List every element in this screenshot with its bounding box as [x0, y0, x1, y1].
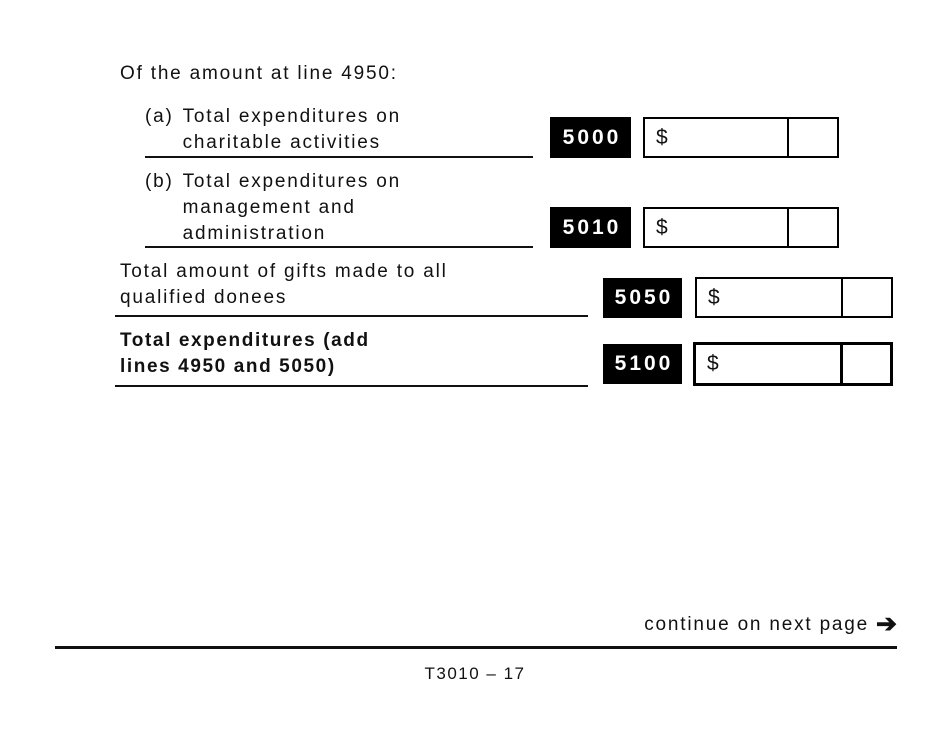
dollar-sign-icon: $ [656, 215, 668, 239]
row-5010-label-lines: Total expenditures on management and adm… [183, 169, 401, 247]
row-5100-label-lines: Total expenditures (add lines 4950 and 5… [120, 328, 370, 380]
dollar-sign-icon: $ [708, 285, 720, 309]
row-5050-label-lines: Total amount of gifts made to all qualif… [120, 259, 448, 311]
row-5010-label-line3: administration [182, 223, 327, 244]
row-5050-dollars-input[interactable] [720, 279, 841, 316]
row-5010-label-line2: management and [182, 197, 356, 218]
form-id-footer: T3010 – 17 [424, 664, 526, 683]
row-5100-rule [115, 385, 588, 387]
row-5050-amount-field[interactable]: $ [695, 277, 893, 318]
row-5000-label-line1: Total expenditures on [182, 106, 402, 127]
page-bottom-rule [55, 646, 897, 649]
row-5050-label: Total amount of gifts made to all qualif… [120, 259, 448, 311]
row-5010-cents-input[interactable] [787, 209, 837, 246]
continue-note: continue on next page ➔ [644, 612, 897, 637]
row-5010-prefix: (b) [145, 171, 174, 192]
row-5010-label: (b) Total expenditures on management and… [145, 169, 401, 247]
row-5100-line-number-badge: 5100 [603, 344, 682, 384]
row-5100-amount-field[interactable]: $ [693, 342, 893, 386]
row-5100-dollars-input[interactable] [719, 345, 840, 383]
dollar-sign-icon: $ [656, 125, 668, 149]
row-5000-label-line2: charitable activities [182, 132, 381, 153]
row-5050-label-line2: qualified donees [120, 287, 288, 308]
row-5050-label-line1: Total amount of gifts made to all [120, 261, 448, 282]
row-5010-dollars-input[interactable] [668, 209, 787, 246]
row-5100-label-line1: Total expenditures (add [120, 330, 370, 351]
row-5050-line-number-badge: 5050 [603, 278, 682, 318]
row-5100-label: Total expenditures (add lines 4950 and 5… [120, 328, 370, 380]
row-5010-line-number-badge: 5010 [550, 207, 631, 248]
row-5000-prefix: (a) [145, 106, 174, 127]
row-5050-cents-input[interactable] [841, 279, 891, 316]
row-5000-label-lines: Total expenditures on charitable activit… [183, 104, 401, 156]
right-arrow-icon: ➔ [876, 610, 897, 638]
row-5000-line-number-badge: 5000 [550, 117, 631, 158]
row-5010-rule [145, 246, 533, 248]
row-5010-label-line1: Total expenditures on [182, 171, 402, 192]
row-5050-rule [115, 315, 588, 317]
dollar-sign-icon: $ [707, 352, 719, 375]
row-5000-amount-field[interactable]: $ [643, 117, 839, 158]
row-5000-label: (a) Total expenditures on charitable act… [145, 104, 401, 156]
row-5000-dollars-input[interactable] [668, 119, 787, 156]
row-5100-label-line2: lines 4950 and 5050) [120, 356, 336, 377]
intro-text: Of the amount at line 4950: [120, 63, 398, 84]
row-5000-rule [145, 156, 533, 158]
row-5010-amount-field[interactable]: $ [643, 207, 839, 248]
row-5100-cents-input[interactable] [840, 345, 890, 383]
row-5000-cents-input[interactable] [787, 119, 837, 156]
continue-note-text: continue on next page [644, 613, 870, 635]
